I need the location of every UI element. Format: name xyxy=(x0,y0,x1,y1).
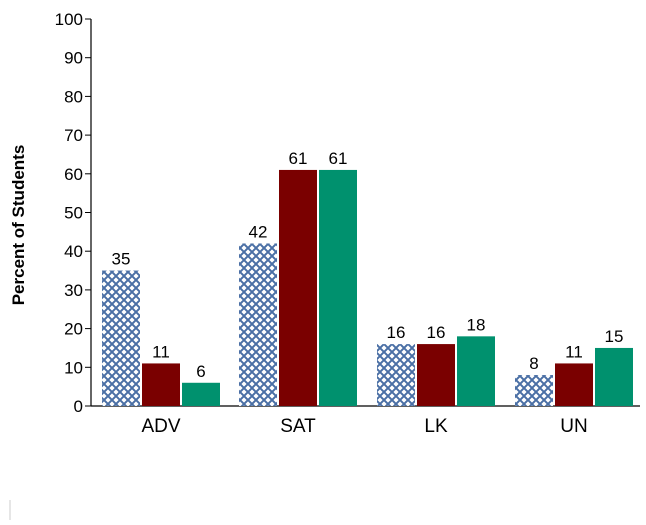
bar xyxy=(239,243,277,406)
bar xyxy=(102,270,140,406)
y-tick-label: 0 xyxy=(74,397,83,416)
bar-value-label: 16 xyxy=(387,323,406,342)
bar-value-label: 61 xyxy=(289,149,308,168)
bar-value-label: 6 xyxy=(196,362,205,381)
y-tick-label: 30 xyxy=(64,281,83,300)
bar xyxy=(377,344,415,406)
bar xyxy=(182,382,220,406)
bar xyxy=(319,169,357,406)
bar xyxy=(555,363,593,406)
y-tick-label: 100 xyxy=(55,10,83,29)
bar xyxy=(595,347,633,406)
bar-value-label: 11 xyxy=(152,342,170,361)
bar-value-label: 61 xyxy=(329,149,348,168)
bars xyxy=(102,169,633,406)
bar-value-label: 18 xyxy=(467,315,486,334)
y-tick-label: 90 xyxy=(64,49,83,68)
data-labels: 35 11 6 42 61 61 16 16 18 8 11 15 xyxy=(112,149,624,381)
bar xyxy=(515,375,553,406)
x-category-label: ADV xyxy=(141,416,180,437)
bar-value-label: 42 xyxy=(249,222,268,241)
bar-value-label: 8 xyxy=(529,354,538,373)
y-tick-label: 10 xyxy=(64,358,83,377)
bar-value-label: 11 xyxy=(565,342,583,361)
y-tick-label: 40 xyxy=(64,242,83,261)
bar-value-label: 15 xyxy=(605,327,624,346)
y-axis-label: Percent of Students xyxy=(9,145,28,306)
x-category-label: SAT xyxy=(280,416,316,437)
y-tick-label: 70 xyxy=(64,126,83,145)
bar xyxy=(279,169,317,406)
bar-value-label: 35 xyxy=(112,250,131,269)
bar xyxy=(417,344,455,406)
y-tick-label: 60 xyxy=(64,165,83,184)
x-category-label: UN xyxy=(560,416,587,437)
bar-value-label: 16 xyxy=(427,323,446,342)
x-category-label: LK xyxy=(424,416,448,437)
y-tick-label: 20 xyxy=(64,320,83,339)
y-tick-label: 80 xyxy=(64,87,83,106)
bar xyxy=(142,363,180,406)
bar xyxy=(457,336,495,406)
axes: 0 10 20 30 40 50 60 70 80 90 100 ADV SAT LK UN xyxy=(55,10,640,437)
y-tick-label: 50 xyxy=(64,204,83,223)
